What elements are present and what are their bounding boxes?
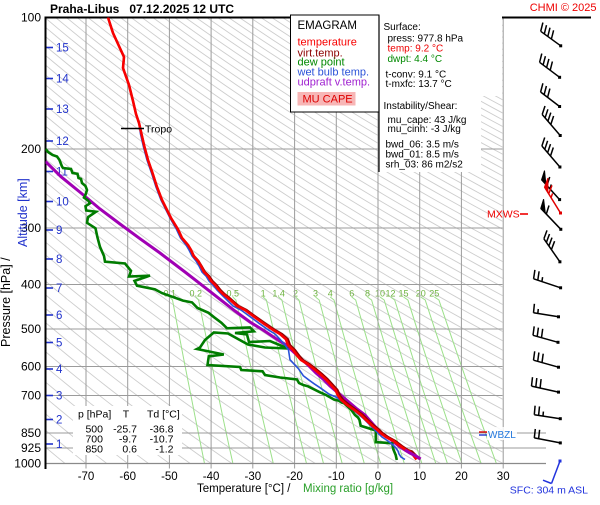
svg-text:0.2: 0.2 [190, 289, 203, 299]
svg-text:dwpt: 4.4 °C: dwpt: 4.4 °C [388, 54, 443, 65]
svg-text:5: 5 [56, 338, 62, 350]
svg-text:4: 4 [56, 364, 63, 376]
svg-text:0: 0 [375, 471, 381, 483]
svg-text:10: 10 [413, 471, 426, 483]
svg-text:-70: -70 [78, 471, 95, 483]
svg-text:udpraft v.temp.: udpraft v.temp. [298, 77, 371, 89]
svg-text:Instability/Shear:: Instability/Shear: [384, 101, 458, 112]
svg-text:925: 925 [21, 441, 41, 455]
svg-text:Altitude [km]: Altitude [km] [16, 178, 30, 247]
svg-text:Mixing ratio [g/kg]: Mixing ratio [g/kg] [303, 483, 393, 495]
svg-text:850: 850 [85, 443, 103, 455]
svg-text:850: 850 [21, 426, 41, 440]
svg-text:p [hPa]: p [hPa] [78, 409, 111, 421]
svg-text:6: 6 [349, 289, 354, 299]
svg-text:Surface:: Surface: [384, 22, 421, 33]
svg-text:8: 8 [365, 289, 370, 299]
svg-text:T: T [123, 409, 130, 421]
svg-text:t-mxfc: 13.7 °C: t-mxfc: 13.7 °C [386, 79, 452, 90]
svg-text:12: 12 [56, 136, 69, 148]
svg-text:6: 6 [56, 310, 62, 322]
svg-text:1000: 1000 [14, 457, 41, 471]
svg-text:200: 200 [21, 142, 41, 156]
svg-text:-40: -40 [203, 471, 220, 483]
svg-text:4: 4 [328, 289, 333, 299]
svg-text:SFC: 304 m ASL: SFC: 304 m ASL [510, 485, 588, 497]
svg-text:10: 10 [375, 289, 385, 299]
svg-text:500: 500 [21, 322, 41, 336]
svg-text:14: 14 [56, 74, 69, 86]
svg-text:15: 15 [56, 43, 69, 55]
svg-text:Td [°C]: Td [°C] [147, 409, 180, 421]
svg-text:Praha-Libus 07.12.2025 12 UT: Praha-Libus 07.12.2025 12 UTC [50, 2, 234, 16]
svg-text:20: 20 [416, 289, 426, 299]
svg-text:-10: -10 [328, 471, 345, 483]
svg-text:-60: -60 [119, 471, 136, 483]
svg-text:2: 2 [293, 289, 298, 299]
svg-text:10: 10 [56, 197, 69, 209]
svg-text:20: 20 [455, 471, 468, 483]
svg-text:-30: -30 [244, 471, 261, 483]
svg-text:1: 1 [261, 289, 266, 299]
svg-text:EMAGRAM: EMAGRAM [298, 20, 357, 32]
svg-text:WBZL: WBZL [488, 430, 516, 441]
svg-text:-20: -20 [286, 471, 303, 483]
svg-text:30: 30 [497, 471, 510, 483]
svg-text:3: 3 [313, 289, 318, 299]
svg-text:3: 3 [56, 391, 62, 403]
svg-text:-50: -50 [161, 471, 178, 483]
svg-text:Pressure [hPa] /: Pressure [hPa] / [0, 257, 13, 347]
svg-text:8: 8 [56, 254, 62, 266]
svg-text:srh_03: 86 m2/s2: srh_03: 86 m2/s2 [386, 159, 464, 170]
svg-text:MXWS: MXWS [487, 209, 520, 221]
svg-text:0.6: 0.6 [122, 443, 137, 455]
svg-text:13: 13 [56, 104, 69, 116]
svg-text:25: 25 [429, 289, 439, 299]
svg-text:7: 7 [56, 283, 62, 295]
svg-text:mu_cinh: -3 J/kg: mu_cinh: -3 J/kg [388, 124, 461, 135]
svg-text:Temperature [°C] /: Temperature [°C] / [197, 483, 291, 495]
svg-text:700: 700 [21, 389, 41, 403]
svg-text:12: 12 [385, 289, 395, 299]
svg-text:Tropo: Tropo [145, 124, 172, 136]
svg-text:400: 400 [21, 278, 41, 292]
svg-text:2: 2 [56, 415, 62, 427]
svg-text:100: 100 [21, 11, 41, 25]
svg-text:600: 600 [21, 360, 41, 374]
svg-text:9: 9 [56, 225, 62, 237]
svg-text:CHMI © 2025: CHMI © 2025 [530, 2, 597, 14]
svg-text:MU CAPE: MU CAPE [303, 93, 353, 105]
svg-text:15: 15 [398, 289, 408, 299]
svg-text:1.4: 1.4 [272, 289, 285, 299]
svg-text:-1.2: -1.2 [155, 443, 173, 455]
svg-text:1: 1 [56, 439, 62, 451]
